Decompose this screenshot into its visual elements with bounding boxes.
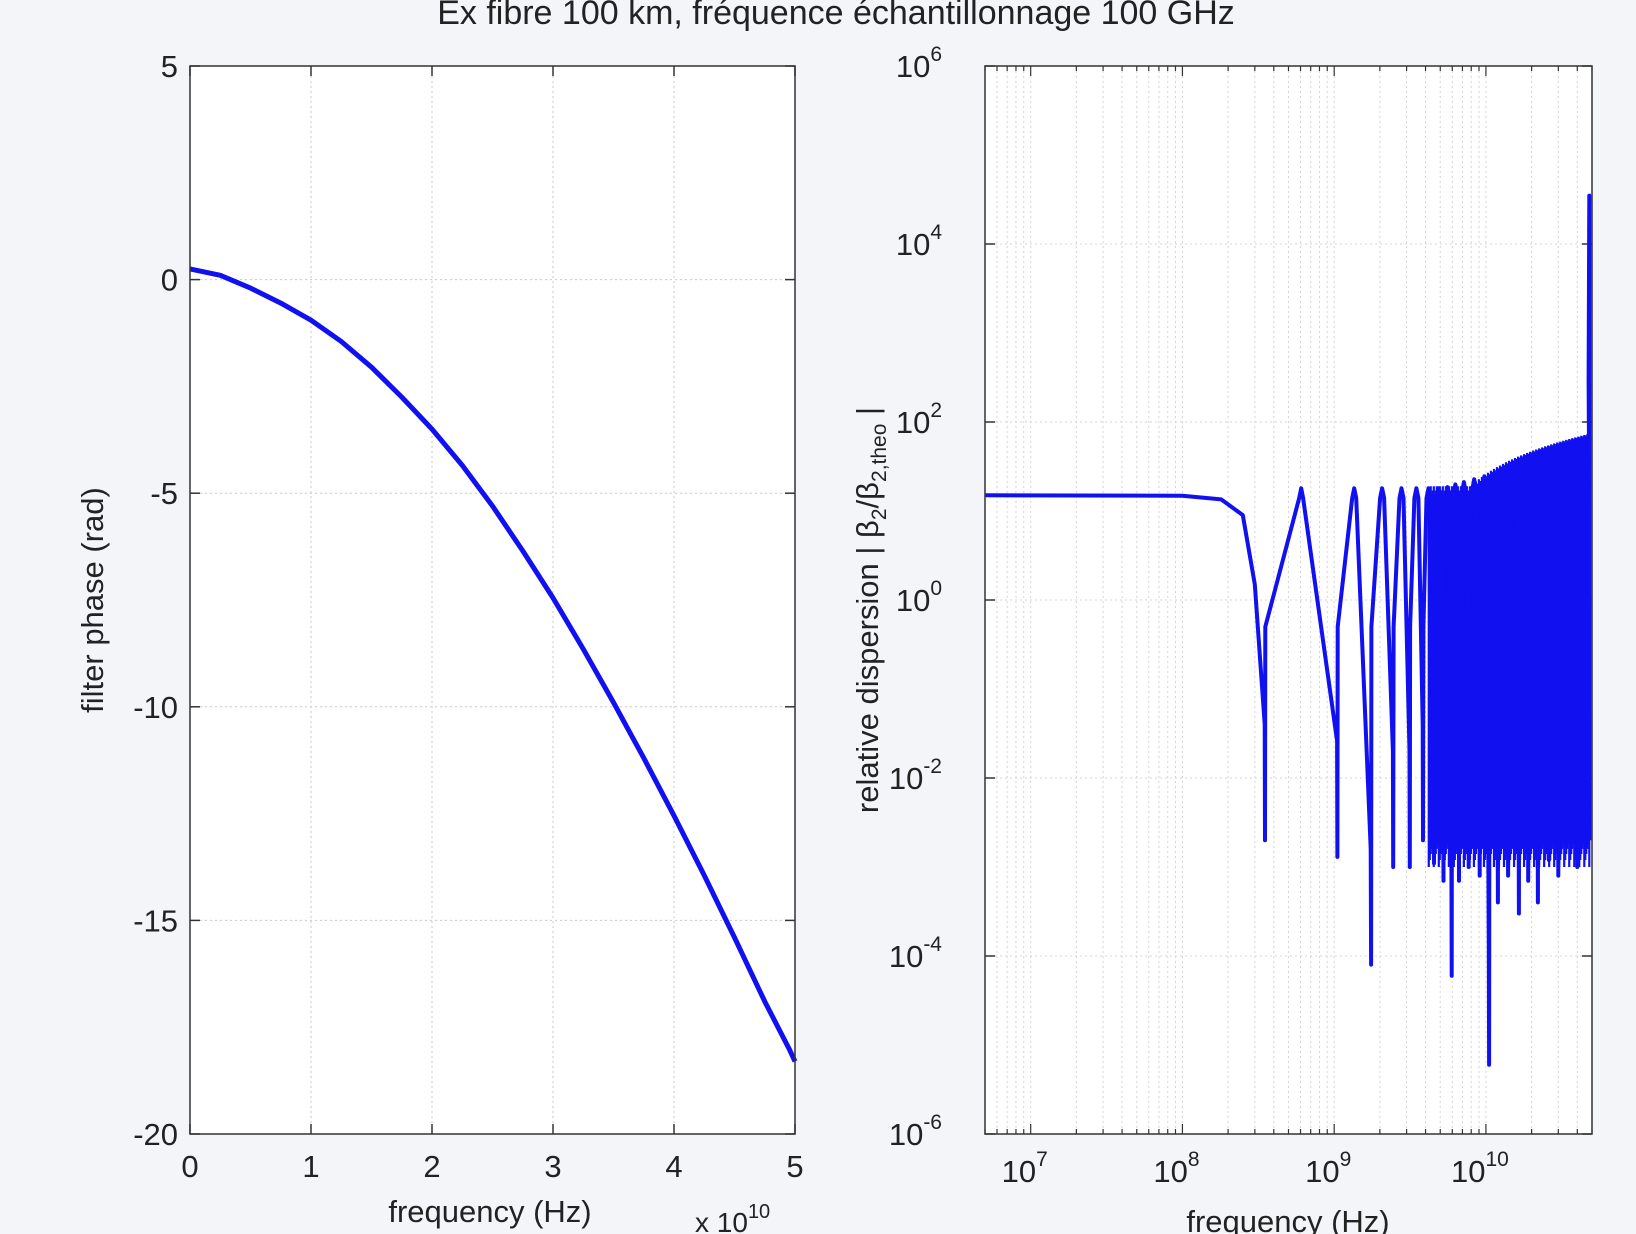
dispersion-series-line — [985, 193, 1592, 1067]
right-x-tick-base: 10 — [1153, 1154, 1187, 1189]
right-ticks — [984, 65, 1593, 1135]
left-x-multiplier: x 1010 — [695, 1201, 770, 1234]
left-y-tick-label: -10 — [133, 690, 178, 725]
left-x-tick-label: 1 — [302, 1149, 319, 1184]
right-y-tick-base: 10 — [896, 227, 930, 262]
right-x-tick-exp: 8 — [1188, 1148, 1200, 1171]
left-y-tick-label: -5 — [150, 476, 178, 511]
right-y-tick-exp: -6 — [923, 1111, 942, 1134]
right-y-label-main: relative dispersion | β — [850, 520, 885, 813]
right-y-tick-exp: 6 — [930, 43, 942, 66]
right-y-tick-base: 10 — [889, 1117, 923, 1152]
right-y-label-end: | — [850, 407, 885, 424]
left-y-tick-label: -20 — [133, 1117, 178, 1152]
right-y-tick-label: 106 — [896, 43, 942, 84]
right-y-tick-exp: 2 — [930, 399, 942, 422]
right-y-label-sub1: 2 — [868, 508, 891, 520]
right-y-label-sub2: 2,theo — [868, 424, 891, 482]
right-y-tick-exp: 4 — [930, 221, 942, 244]
left-y-tick-label: -15 — [133, 903, 178, 938]
right-x-axis-label: frequency (Hz) — [1186, 1204, 1389, 1234]
right-y-tick-base: 10 — [896, 49, 930, 84]
left-x-tick-label: 4 — [665, 1149, 682, 1184]
right-y-axis-label: relative dispersion | β2/β2,theo | — [850, 407, 891, 813]
left-x-multiplier-exp: 10 — [748, 1201, 770, 1223]
right-y-tick-label: 100 — [896, 577, 942, 618]
right-x-tick-label: 109 — [1305, 1148, 1351, 1189]
left-x-tick-label: 0 — [181, 1149, 198, 1184]
right-y-tick-label: 10-2 — [889, 755, 942, 796]
right-x-tick-base: 10 — [1002, 1154, 1036, 1189]
right-y-tick-base: 10 — [889, 761, 923, 796]
left-tick-labels: 0 1 2 3 4 5 5 0 -5 -10 -15 -20 — [133, 49, 803, 1184]
left-x-tick-label: 5 — [786, 1149, 803, 1184]
left-x-tick-label: 2 — [423, 1149, 440, 1184]
left-y-axis-label: filter phase (rad) — [75, 487, 110, 713]
right-x-tick-exp: 7 — [1036, 1148, 1048, 1171]
right-plot-frame — [984, 65, 1593, 1135]
right-x-tick-base: 10 — [1305, 1154, 1339, 1189]
left-y-tick-label: 5 — [161, 49, 178, 84]
left-plot-frame — [189, 65, 796, 1135]
right-y-label-mid: /β — [850, 482, 885, 508]
right-y-tick-base: 10 — [889, 939, 923, 974]
right-y-tick-base: 10 — [896, 405, 930, 440]
left-x-axis-label: frequency (Hz) — [388, 1194, 591, 1229]
right-x-tick-label: 108 — [1153, 1148, 1199, 1189]
right-x-tick-base: 10 — [1451, 1154, 1485, 1189]
right-x-tick-exp: 9 — [1340, 1148, 1352, 1171]
right-y-tick-label: 104 — [896, 221, 942, 262]
figure-title: Ex fibre 100 km, fréquence échantillonna… — [437, 0, 1235, 32]
right-y-tick-exp: -4 — [923, 933, 942, 956]
right-x-tick-label: 107 — [1002, 1148, 1048, 1189]
right-y-tick-exp: -2 — [923, 755, 942, 778]
right-y-tick-label: 10-6 — [889, 1111, 942, 1152]
left-y-tick-label: 0 — [161, 263, 178, 298]
right-y-tick-exp: 0 — [930, 577, 942, 600]
right-y-tick-base: 10 — [896, 583, 930, 618]
left-x-tick-label: 3 — [544, 1149, 561, 1184]
right-y-tick-label: 10-4 — [889, 933, 942, 974]
left-plot-area — [190, 66, 795, 1134]
right-x-tick-label: 1010 — [1451, 1148, 1509, 1189]
left-x-multiplier-base: x 10 — [695, 1207, 748, 1234]
right-x-tick-exp: 10 — [1485, 1148, 1508, 1171]
right-y-tick-label: 102 — [896, 399, 942, 440]
left-chart-phase: 0 1 2 3 4 5 5 0 -5 -10 -15 -20 frequency (Hz) filte… — [75, 49, 804, 1234]
phase-series-line — [189, 266, 798, 1063]
